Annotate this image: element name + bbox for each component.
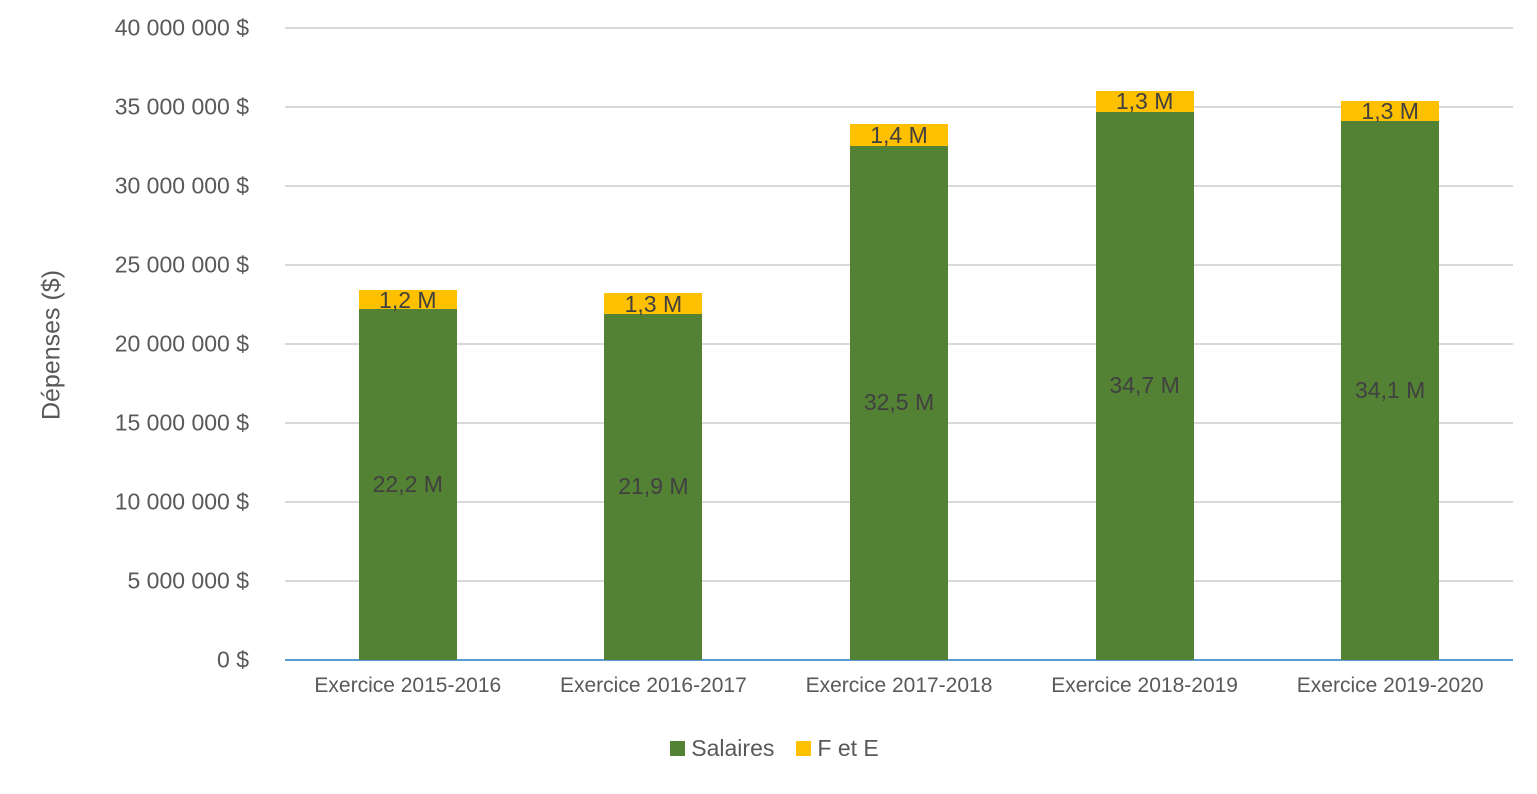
gridline: [285, 106, 1513, 108]
y-tick-label: 25 000 000 $: [114, 251, 249, 278]
data-label-f-et-e: 1,2 M: [379, 286, 437, 313]
y-tick-label: 20 000 000 $: [114, 330, 249, 357]
legend-label: F et E: [817, 735, 879, 761]
bar-segment-salaires: [604, 313, 703, 660]
bar-segment-f-et-e: [604, 293, 703, 314]
bar-segment-salaires: [358, 309, 457, 660]
legend-item-salaires: Salaires: [670, 735, 774, 762]
data-label-f-et-e: 1,3 M: [1115, 88, 1174, 115]
legend-swatch-f-et-e: [796, 741, 812, 756]
y-tick-label: 40 000 000 $: [114, 14, 249, 41]
data-label-salaires: 34,1 M: [1355, 376, 1426, 403]
x-axis-line: [285, 659, 1513, 661]
data-label-salaires: 34,7 M: [1109, 371, 1180, 398]
y-tick-label: 30 000 000 $: [114, 172, 249, 199]
gridline: [285, 27, 1513, 29]
legend-swatch-salaires: [670, 741, 686, 756]
x-tick-label: Exercice 2015-2016: [314, 674, 502, 697]
bar-segment-salaires: [850, 146, 948, 660]
bar-segment-f-et-e: [1341, 100, 1440, 122]
y-tick-label: 5 000 000 $: [127, 567, 249, 594]
x-tick-label: Exercice 2019-2020: [1296, 674, 1484, 697]
x-tick-label: Exercice 2016-2017: [559, 674, 747, 697]
data-label-f-et-e: 1,3 M: [624, 290, 683, 317]
y-tick-label: 0 $: [217, 646, 249, 673]
bar-segment-salaires: [1341, 121, 1440, 660]
legend-item-f-et-e: F et E: [796, 735, 879, 762]
bar-stack: 1,3 M 21,9 M: [604, 290, 703, 660]
data-label-salaires: 22,2 M: [372, 470, 443, 497]
bar-segment-f-et-e: [1095, 91, 1194, 112]
bar-segment-f-et-e: [850, 124, 948, 147]
x-tick-label: Exercice 2017-2018: [805, 674, 993, 697]
data-label-salaires: 32,5 M: [863, 389, 935, 416]
bar-stack: 1,2 M 22,2 M: [358, 286, 457, 660]
x-tick-label: Exercice 2018-2019: [1051, 674, 1238, 697]
legend: Salaires F et E: [0, 735, 1537, 762]
bar-segment-f-et-e: [358, 290, 457, 310]
legend-label: Salaires: [691, 735, 775, 761]
data-label-f-et-e: 1,3 M: [1361, 97, 1419, 124]
y-tick-label: 15 000 000 $: [114, 409, 249, 436]
data-label-salaires: 21,9 M: [618, 472, 689, 499]
y-axis-title: Dépenses ($): [37, 269, 66, 421]
bar-stack: 1,3 M 34,7 M: [1095, 88, 1194, 660]
y-tick-label: 10 000 000 $: [114, 488, 249, 515]
data-label-f-et-e: 1,4 M: [870, 122, 928, 149]
bar-stack: 1,4 M 32,5 M: [850, 122, 948, 660]
bar-stack: 1,3 M 34,1 M: [1341, 97, 1440, 660]
bar-segment-salaires: [1095, 111, 1194, 660]
y-tick-label: 35 000 000 $: [114, 93, 249, 120]
